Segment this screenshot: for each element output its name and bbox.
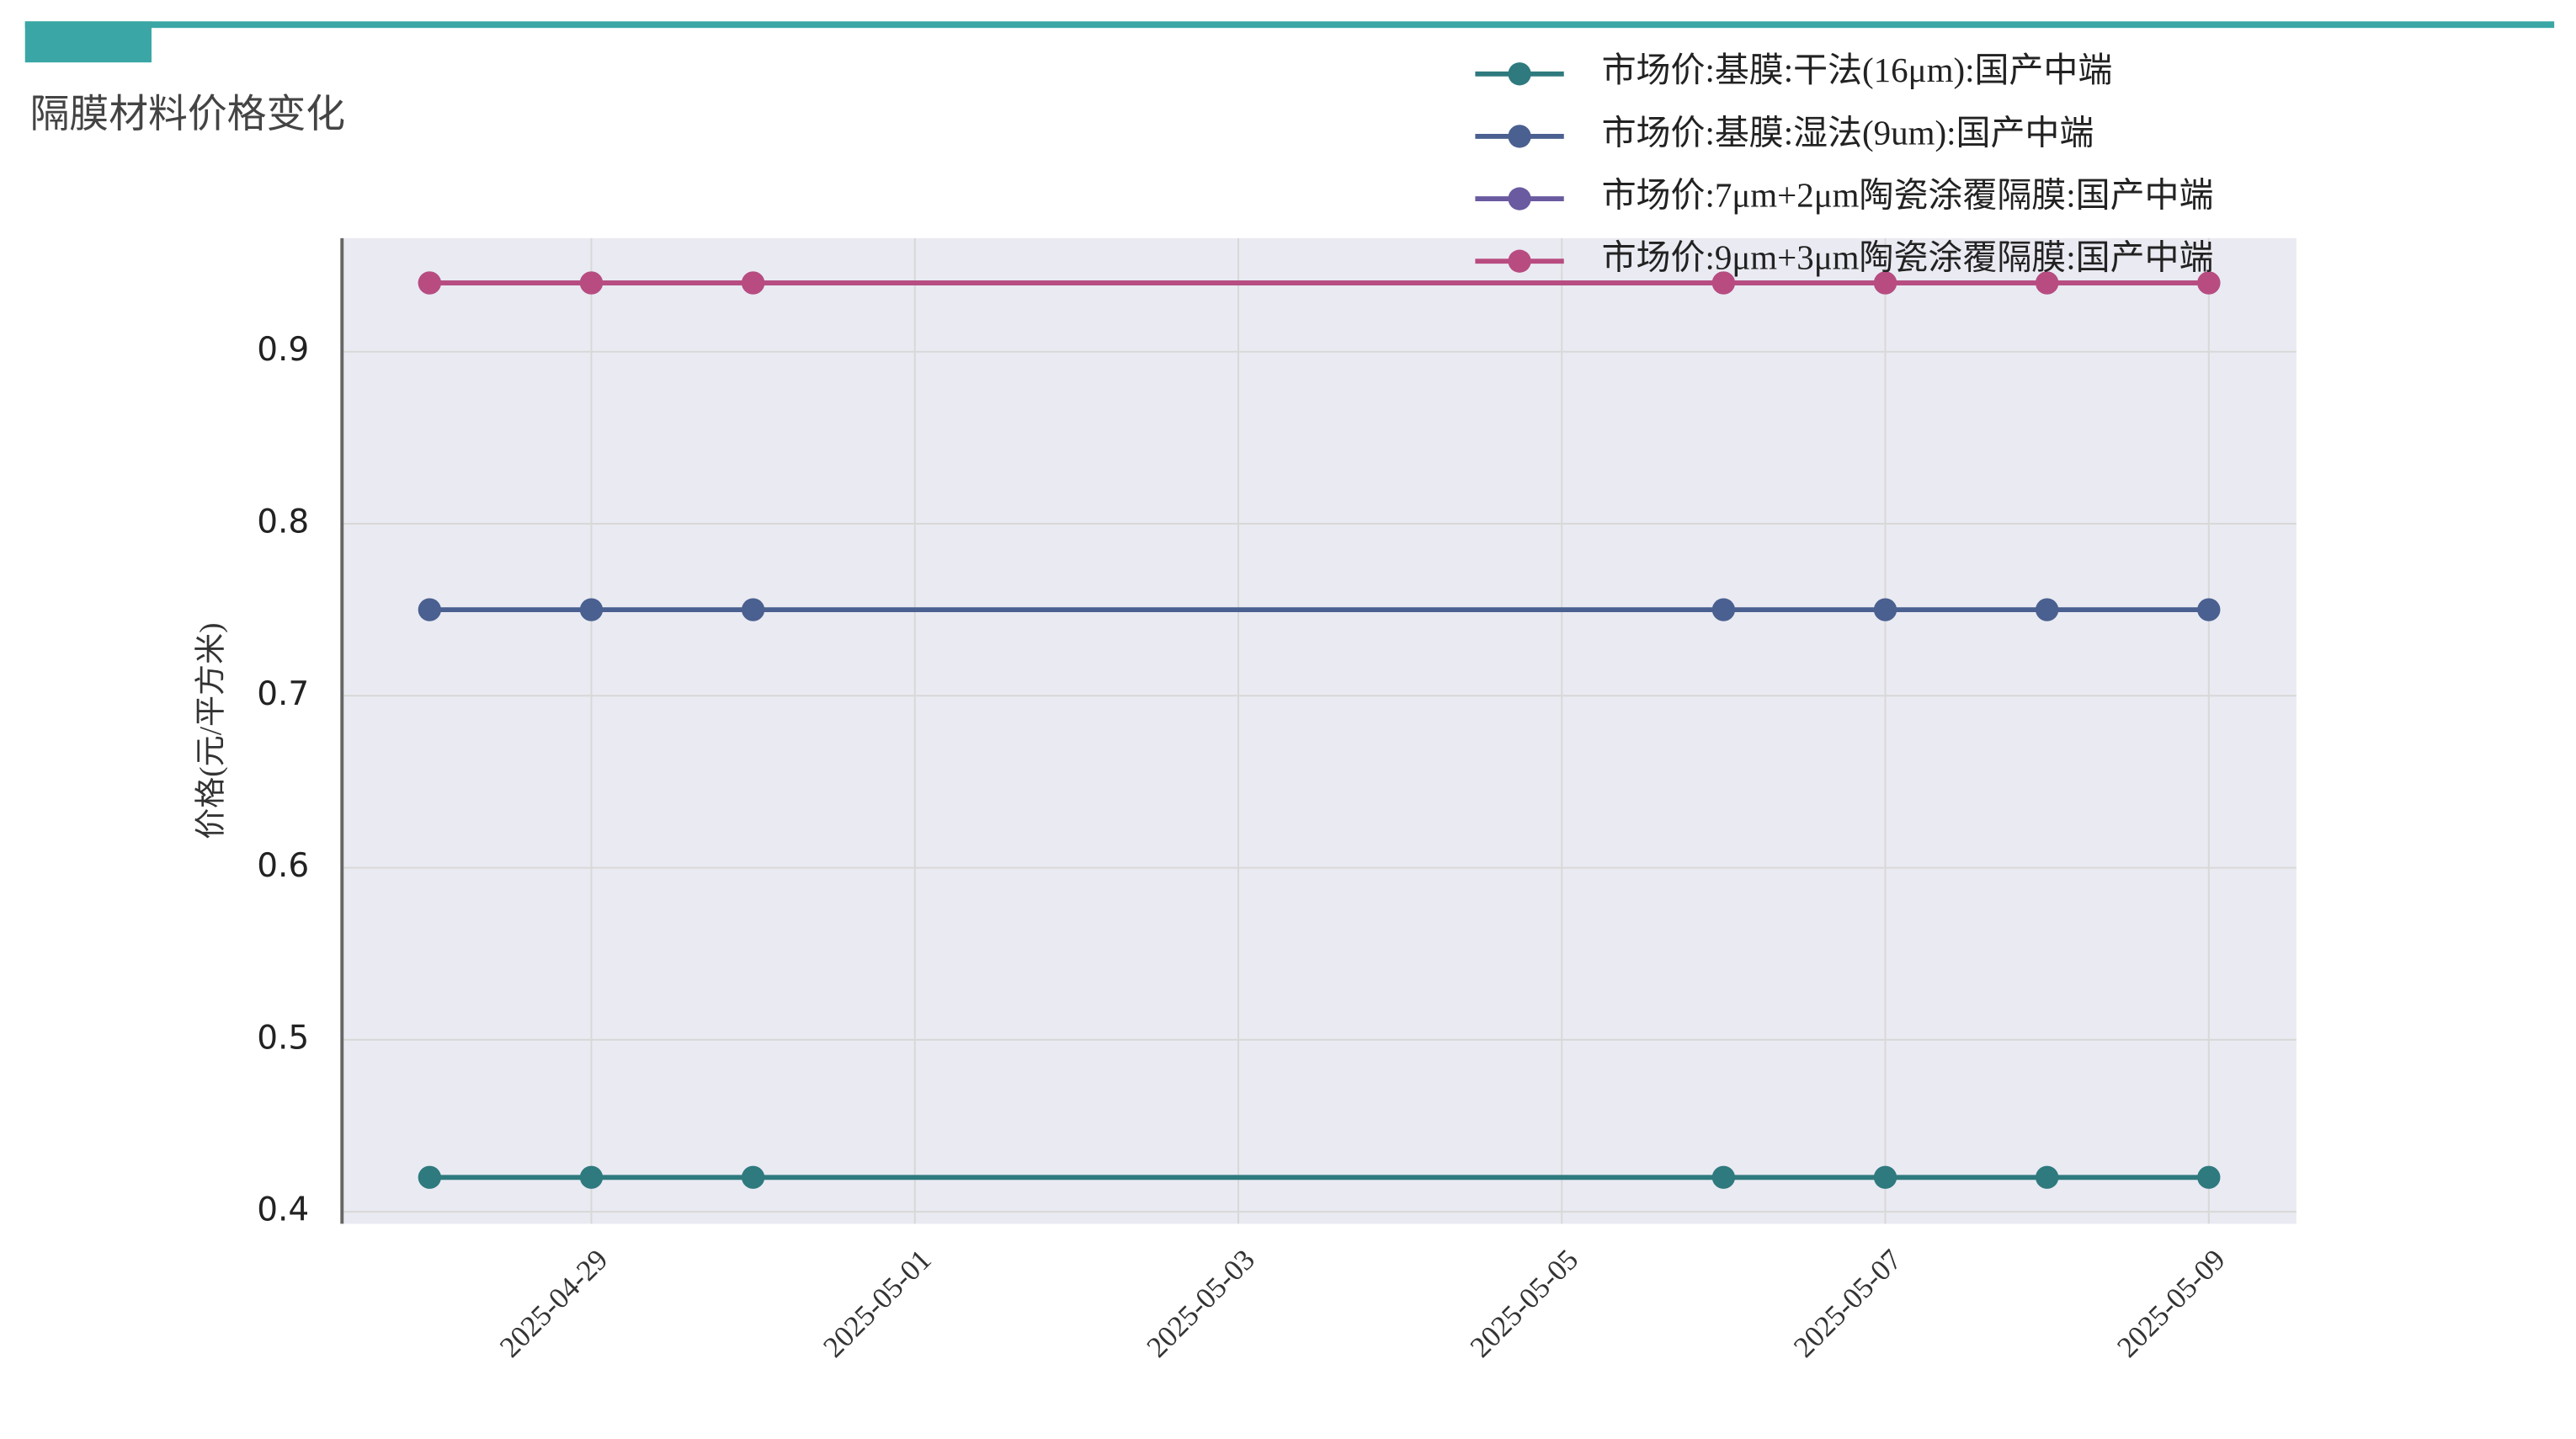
- data-point: [2036, 1165, 2059, 1189]
- header-block: [24, 21, 152, 63]
- data-point: [741, 1165, 765, 1189]
- legend-label: 市场价:基膜:湿法(9um):国产中端: [1602, 113, 2094, 152]
- x-tick-label: 2025-05-01: [817, 1243, 937, 1363]
- data-point: [2197, 271, 2221, 295]
- y-tick-label: 0.8: [257, 503, 309, 541]
- legend-marker: [1508, 187, 1531, 211]
- data-point: [579, 271, 604, 295]
- data-point: [2036, 598, 2059, 621]
- chart-title: 隔膜材料价格变化: [30, 93, 346, 136]
- plot-area: [342, 237, 2297, 1224]
- x-tick-label: 2025-05-09: [2110, 1243, 2231, 1363]
- data-point: [579, 1165, 604, 1189]
- data-point: [579, 598, 604, 621]
- legend-marker: [1508, 62, 1531, 86]
- x-tick-label: 2025-05-03: [1141, 1243, 1261, 1363]
- legend-marker: [1508, 125, 1531, 148]
- data-point: [418, 598, 442, 621]
- y-tick-label: 0.9: [257, 331, 309, 369]
- data-point: [741, 271, 765, 295]
- y-tick-label: 0.4: [257, 1191, 309, 1229]
- data-point: [1711, 271, 1736, 295]
- legend-marker: [1508, 249, 1531, 273]
- header-line: [24, 21, 2555, 29]
- data-point: [1711, 598, 1736, 621]
- x-tick-label: 2025-05-07: [1787, 1243, 1908, 1363]
- data-point: [418, 1165, 442, 1189]
- data-point: [2036, 271, 2059, 295]
- data-point: [741, 598, 765, 621]
- y-axis-label: 价格(元/平方米): [194, 623, 229, 839]
- legend-label: 市场价:9μm+3μm陶瓷涂覆隔膜:国产中端: [1602, 238, 2214, 277]
- data-point: [1873, 598, 1897, 621]
- x-tick-label: 2025-04-29: [493, 1243, 614, 1363]
- data-point: [418, 271, 442, 295]
- data-point: [1873, 1165, 1897, 1189]
- legend-label: 市场价:7μm+2μm陶瓷涂覆隔膜:国产中端: [1602, 175, 2214, 214]
- y-tick-label: 0.7: [257, 675, 309, 713]
- data-point: [1711, 1165, 1736, 1189]
- legend-label: 市场价:基膜:干法(16μm):国产中端: [1602, 51, 2113, 89]
- y-tick-label: 0.6: [257, 847, 309, 885]
- data-point: [1873, 271, 1897, 295]
- data-point: [2197, 1165, 2221, 1189]
- data-point: [2197, 598, 2221, 621]
- y-tick-label: 0.5: [257, 1019, 309, 1057]
- x-tick-label: 2025-05-05: [1464, 1243, 1584, 1363]
